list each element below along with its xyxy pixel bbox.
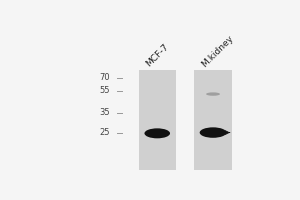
Bar	[139, 70, 176, 170]
Text: 55: 55	[99, 86, 110, 95]
Bar	[194, 70, 232, 170]
Text: 35: 35	[99, 108, 110, 117]
Text: MCF-7: MCF-7	[144, 42, 170, 69]
Text: 25: 25	[99, 128, 110, 137]
Ellipse shape	[206, 92, 220, 96]
Ellipse shape	[145, 128, 170, 138]
Text: M.kidney: M.kidney	[200, 33, 235, 69]
Text: 70: 70	[99, 73, 110, 82]
Ellipse shape	[200, 127, 226, 138]
